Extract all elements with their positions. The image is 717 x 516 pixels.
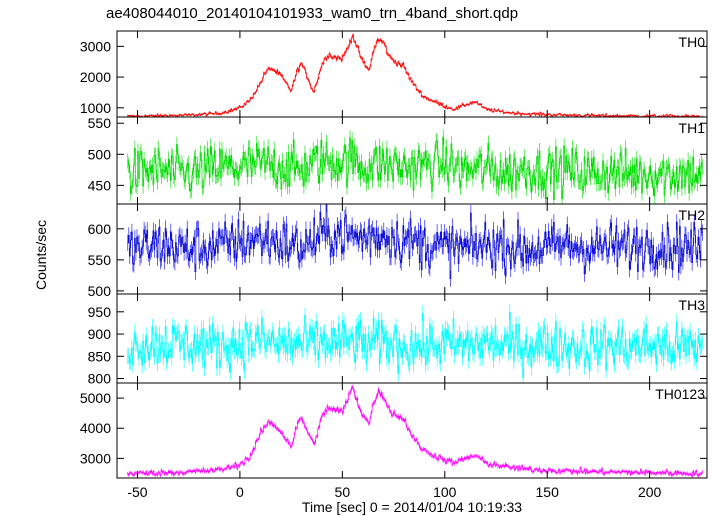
x-axis-ticks: -50 0 50 100 150 200 xyxy=(127,484,661,500)
error-bars-th0123 xyxy=(127,384,703,478)
panel-frame-th0123 xyxy=(116,382,708,479)
y-tick-label-th0: 3000 xyxy=(80,38,111,54)
panel-th3: 800 850 900 950 TH3 xyxy=(88,293,708,387)
chart-title: ae408044010_20140104101933_wam0_trn_4ban… xyxy=(106,5,518,22)
y-tick-label-th0: 2000 xyxy=(80,69,111,85)
step-line-overlay-th2 xyxy=(127,204,703,279)
panel-th0: 1000 2000 3000 TH0 xyxy=(80,30,708,118)
x-tick-label: 50 xyxy=(335,484,351,500)
step-line-th0 xyxy=(127,34,703,117)
y-tick-label-th2: 550 xyxy=(88,252,112,268)
series-th3 xyxy=(127,304,703,383)
x-tick-label: 200 xyxy=(638,484,662,500)
x-tick-label: 150 xyxy=(536,484,560,500)
y-tick-label-th3: 800 xyxy=(88,371,112,387)
x-axis-label: Time [sec] 0 = 2014/01/04 10:19:33 xyxy=(302,499,522,515)
series-th0 xyxy=(127,32,703,117)
panel-th2: 500 550 600 TH2 xyxy=(88,203,708,299)
y-tick-label-th0123: 4000 xyxy=(80,420,111,436)
error-bars-th0 xyxy=(127,32,703,117)
y-tick-label-th1: 550 xyxy=(88,115,112,131)
series-th1 xyxy=(127,129,703,204)
x-tick-label: 0 xyxy=(236,484,244,500)
y-tick-label-th3: 950 xyxy=(88,304,112,320)
y-tick-label-th1: 450 xyxy=(88,177,112,193)
step-line-th3 xyxy=(127,311,703,379)
panel-frame-th0 xyxy=(116,30,708,118)
panel-label-th3: TH3 xyxy=(679,297,706,313)
panel-th0123: 3000 4000 5000 TH0123 xyxy=(80,382,708,479)
step-line-th0123 xyxy=(127,386,703,477)
step-line-th1 xyxy=(127,136,703,200)
y-tick-label-th0123: 5000 xyxy=(80,390,111,406)
y-tick-label-th3: 850 xyxy=(88,348,112,364)
y-tick-label-th0: 1000 xyxy=(80,100,111,116)
y-axis-label: Counts/sec xyxy=(33,220,49,290)
panel-label-th1: TH1 xyxy=(679,120,706,136)
panel-label-th0123: TH0123 xyxy=(655,386,705,402)
error-bars-th2 xyxy=(127,204,703,287)
y-tick-label-th1: 500 xyxy=(88,146,112,162)
panels-layer: 1000 2000 3000 TH0 450 500 550 TH1 500 550 600 TH2 8… xyxy=(80,30,708,479)
panel-th1: 450 500 550 TH1 xyxy=(88,115,708,205)
y-tick-label-th0123: 3000 xyxy=(80,450,111,466)
series-th2 xyxy=(127,204,703,287)
y-tick-label-th2: 600 xyxy=(88,221,112,237)
x-tick-label: 100 xyxy=(433,484,457,500)
panel-label-th0: TH0 xyxy=(679,34,706,50)
x-tick-label: -50 xyxy=(127,484,147,500)
y-tick-label-th2: 500 xyxy=(88,283,112,299)
panel-label-th2: TH2 xyxy=(679,207,706,223)
y-tick-label-th3: 900 xyxy=(88,326,112,342)
series-th0123 xyxy=(127,384,703,478)
